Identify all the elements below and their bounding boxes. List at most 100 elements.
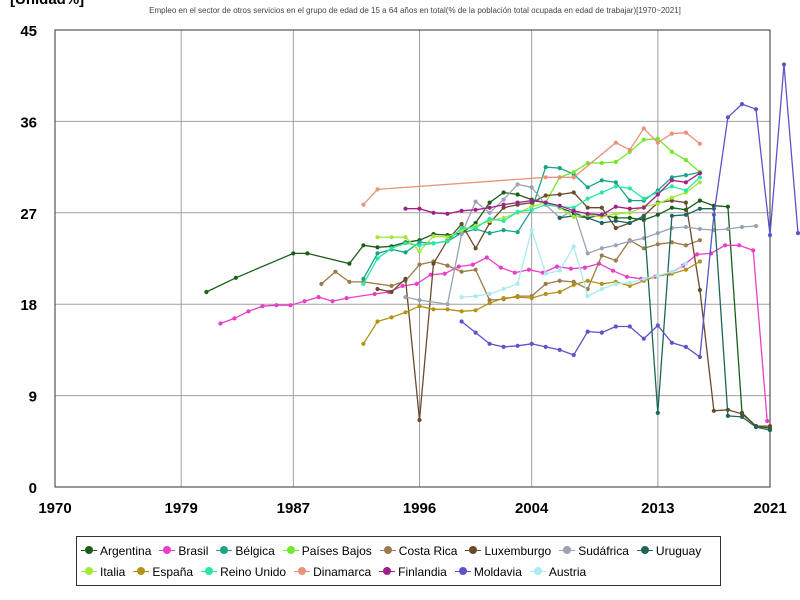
data-point xyxy=(613,324,618,329)
legend-swatch-icon xyxy=(81,546,97,555)
legend-item[interactable]: Bélgica xyxy=(216,540,275,561)
legend-item[interactable]: Costa Rica xyxy=(379,540,457,561)
data-point xyxy=(529,228,534,233)
legend-label: Sudáfrica xyxy=(578,543,629,558)
data-point xyxy=(501,296,506,301)
data-point xyxy=(233,275,238,280)
data-point xyxy=(683,224,689,230)
data-point xyxy=(599,286,604,292)
data-point xyxy=(501,286,506,292)
data-point xyxy=(725,226,731,232)
legend-item[interactable]: Reino Unido xyxy=(201,561,286,582)
data-point xyxy=(445,302,450,307)
series-line xyxy=(559,208,771,431)
legend-item[interactable]: Sudáfrica xyxy=(559,540,629,561)
data-point xyxy=(599,246,604,251)
series-line xyxy=(362,127,701,206)
data-point xyxy=(613,243,618,248)
data-point xyxy=(683,243,689,248)
data-point xyxy=(711,212,717,217)
data-point xyxy=(585,211,590,216)
data-point xyxy=(627,215,632,220)
data-point xyxy=(543,291,548,297)
legend-item[interactable]: Dinamarca xyxy=(294,561,371,582)
data-point xyxy=(375,256,380,261)
data-point xyxy=(372,291,377,297)
legend-label: Uruguay xyxy=(655,543,702,558)
data-point xyxy=(526,267,532,272)
data-point xyxy=(557,278,562,283)
data-point xyxy=(403,310,408,315)
data-point xyxy=(613,204,618,209)
data-point xyxy=(697,175,703,180)
legend-item[interactable]: España xyxy=(133,561,193,582)
legend-item[interactable]: Uruguay xyxy=(636,540,702,561)
data-point xyxy=(389,289,394,295)
data-point xyxy=(585,329,590,334)
data-point xyxy=(585,278,590,283)
data-point xyxy=(543,200,548,205)
data-point xyxy=(417,298,422,303)
data-point xyxy=(375,319,380,324)
data-point xyxy=(613,159,618,165)
data-point xyxy=(431,241,436,246)
data-point xyxy=(498,265,503,270)
legend-swatch-icon xyxy=(465,546,482,555)
data-point xyxy=(571,282,576,287)
data-point xyxy=(501,197,506,202)
data-point xyxy=(683,130,689,135)
data-point xyxy=(274,303,279,308)
data-point xyxy=(333,269,338,274)
data-point xyxy=(641,214,646,219)
data-point xyxy=(582,265,588,270)
data-point xyxy=(697,226,703,232)
legend-item[interactable]: Brasil xyxy=(159,540,208,561)
legend-swatch-icon xyxy=(133,567,150,576)
data-point xyxy=(697,141,703,146)
data-point xyxy=(473,294,478,299)
legend-label: Italia xyxy=(100,564,126,579)
series-finlandia xyxy=(403,171,703,217)
data-point xyxy=(389,315,394,320)
legend-label: Austria xyxy=(548,564,587,579)
data-point xyxy=(683,157,689,163)
data-point xyxy=(543,344,548,349)
data-point xyxy=(473,308,478,313)
legend-swatch-icon xyxy=(81,567,97,576)
data-point xyxy=(417,240,422,245)
data-point xyxy=(765,418,770,424)
legend-label: Bélgica xyxy=(235,543,275,558)
data-point xyxy=(543,175,548,180)
data-point xyxy=(613,211,618,216)
data-point xyxy=(669,340,675,345)
legend-swatch-icon xyxy=(636,546,653,555)
data-point xyxy=(554,264,560,269)
data-point xyxy=(501,202,506,207)
legend-item[interactable]: Países Bajos xyxy=(282,540,372,561)
legend-item[interactable]: Moldavia xyxy=(454,561,522,582)
data-point xyxy=(627,210,632,215)
legend-item[interactable]: Italia xyxy=(81,561,125,582)
data-point xyxy=(344,296,349,301)
data-point xyxy=(655,212,660,217)
data-point xyxy=(204,289,209,295)
legend-item[interactable]: Finlandia xyxy=(379,561,447,582)
x-tick-label: 2013 xyxy=(641,500,674,517)
data-point xyxy=(610,268,616,273)
data-point xyxy=(641,205,646,210)
legend-item[interactable]: Argentina xyxy=(81,540,151,561)
data-point xyxy=(627,239,632,244)
data-point xyxy=(428,272,433,277)
data-point xyxy=(487,231,492,236)
x-tick-label: 2021 xyxy=(753,500,786,517)
data-point xyxy=(484,255,489,260)
data-point xyxy=(512,270,517,275)
data-point xyxy=(361,341,366,346)
data-point xyxy=(585,294,590,299)
data-point xyxy=(585,205,590,210)
data-point xyxy=(361,202,366,207)
data-point xyxy=(669,240,675,245)
legend-item[interactable]: Austria xyxy=(529,561,587,582)
data-point xyxy=(487,341,492,346)
legend-item[interactable]: Luxemburgo xyxy=(465,540,551,561)
